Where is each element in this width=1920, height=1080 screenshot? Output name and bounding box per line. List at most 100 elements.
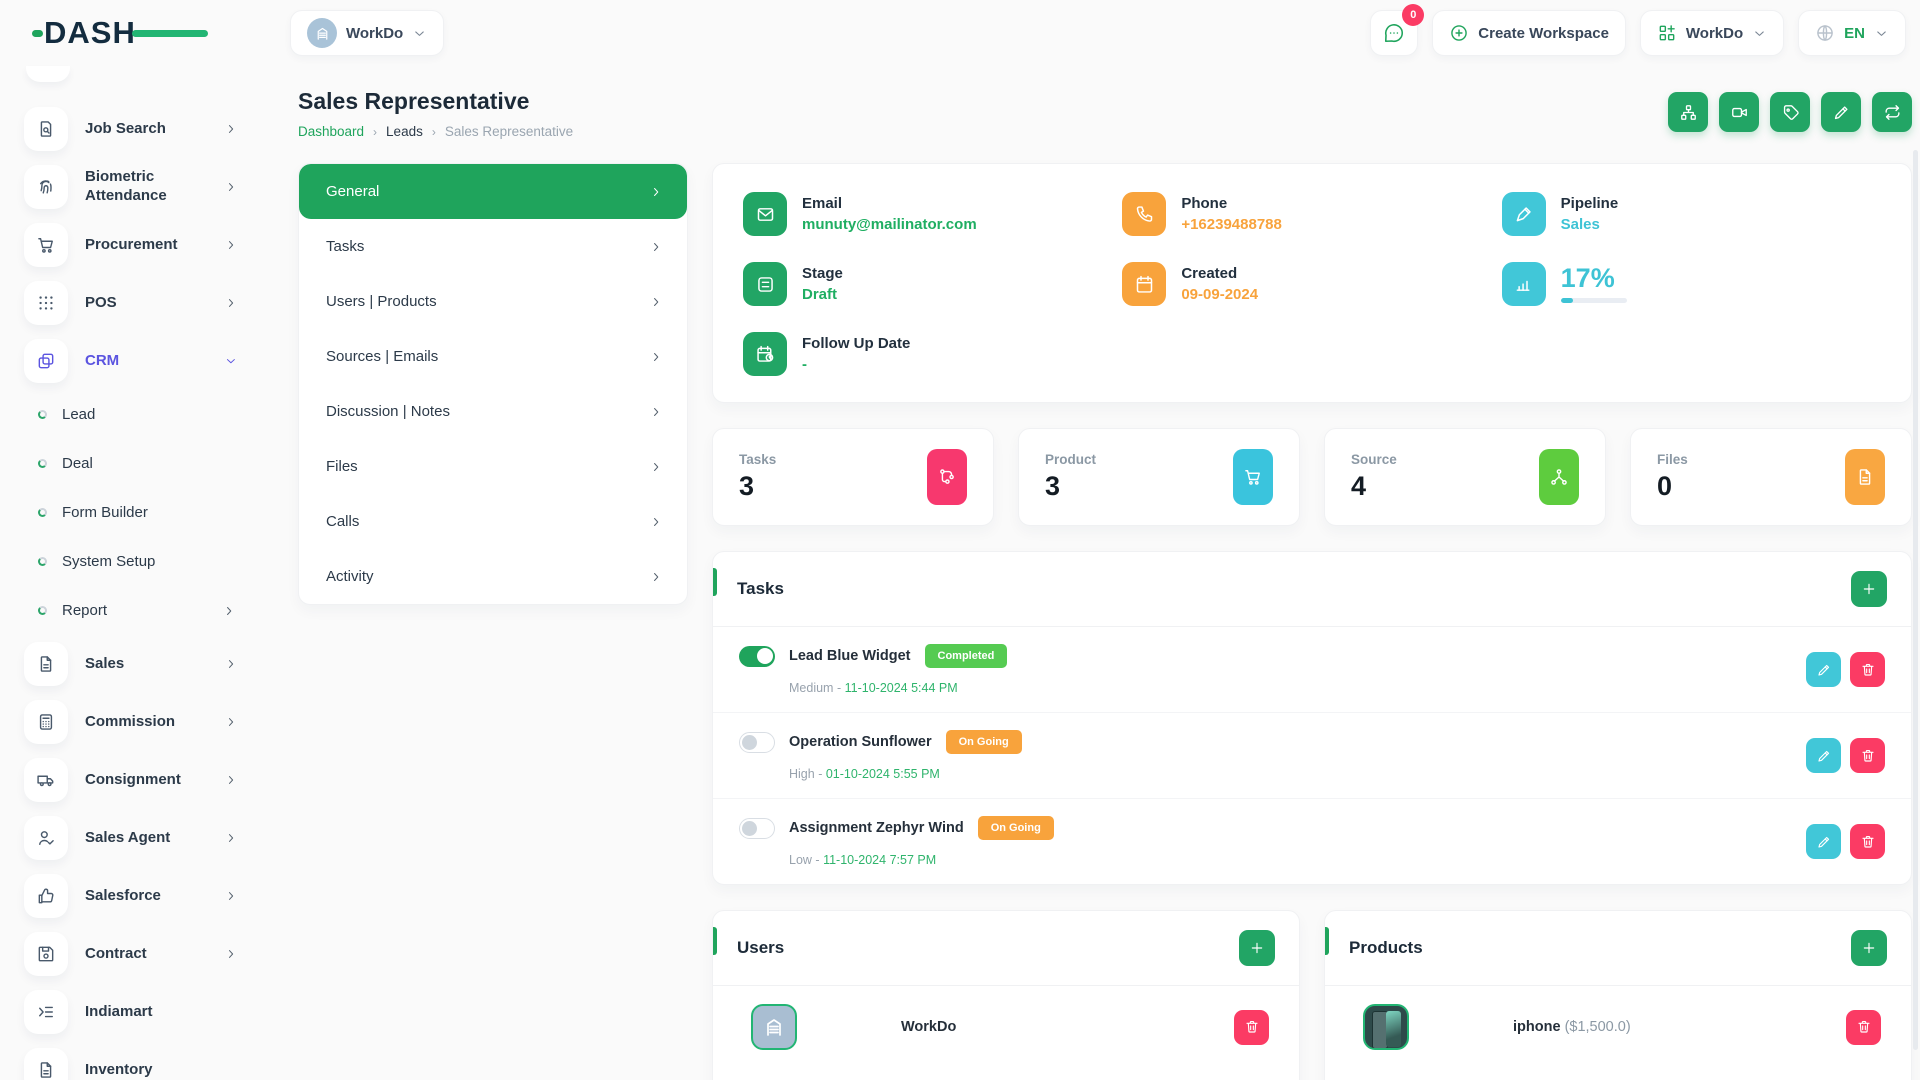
chevron-right-icon (649, 460, 663, 474)
tab-tasks[interactable]: Tasks (299, 219, 687, 274)
task-complete-toggle[interactable] (739, 817, 775, 839)
sidebar-item-biometric-attendance[interactable]: Biometric Attendance (24, 158, 266, 216)
breadcrumb-dashboard[interactable]: Dashboard (298, 124, 365, 139)
trash-icon (1856, 1019, 1872, 1035)
bullet-icon (38, 557, 47, 566)
windows-icon (24, 339, 68, 383)
edit-lead-button[interactable] (1821, 92, 1861, 132)
field-followup: Follow Up Date - (743, 332, 1122, 376)
chevron-right-icon (224, 889, 238, 903)
sidebar-item-consignment[interactable]: Consignment (24, 751, 266, 809)
tab-users-products[interactable]: Users | Products (299, 274, 687, 329)
file-text-icon (24, 642, 68, 686)
delete-task-button[interactable] (1850, 738, 1885, 773)
tab-calls[interactable]: Calls (299, 494, 687, 549)
workspace-selector[interactable]: WorkDo (290, 10, 445, 56)
language-selector[interactable]: EN (1798, 10, 1906, 56)
file-text-icon (24, 1048, 68, 1080)
meeting-button[interactable] (1719, 92, 1759, 132)
task-complete-toggle[interactable] (739, 645, 775, 667)
chevron-down-icon (224, 354, 238, 368)
scrollbar[interactable] (1913, 150, 1918, 1050)
sidebar-item-sales-agent[interactable]: Sales Agent (24, 809, 266, 867)
sidebar-item-crm[interactable]: CRM (24, 332, 266, 390)
sidebar-item-indiamart[interactable]: Indiamart (24, 983, 266, 1041)
field-pipeline: Pipeline Sales (1501, 192, 1881, 236)
progress-value: 17% (1560, 263, 1615, 293)
edit-task-button[interactable] (1806, 738, 1841, 773)
brand-logo[interactable]: DASH (32, 15, 208, 51)
lead-overview-card: Email munuty@mailinator.com Phone +16239… (712, 163, 1912, 403)
section-accent (713, 568, 717, 596)
sidebar-subitem-deal[interactable]: Deal (24, 439, 266, 488)
delete-task-button[interactable] (1850, 824, 1885, 859)
add-product-button[interactable] (1851, 930, 1887, 966)
add-task-button[interactable] (1851, 571, 1887, 607)
edit-task-button[interactable] (1806, 824, 1841, 859)
delete-task-button[interactable] (1850, 652, 1885, 687)
products-section-title: Products (1349, 938, 1423, 957)
chevron-down-icon (1874, 26, 1889, 41)
sidebar-subitem-system-setup[interactable]: System Setup (24, 537, 266, 586)
convert-button[interactable] (1872, 92, 1912, 132)
breadcrumb-leads[interactable]: Leads (386, 124, 423, 139)
delete-product-button[interactable] (1846, 1009, 1881, 1045)
field-created: Created 09-09-2024 (1122, 262, 1501, 306)
chart-icon (1501, 262, 1546, 306)
user-row: WorkDo (713, 986, 1299, 1068)
chevron-right-icon (649, 240, 663, 254)
tab-files[interactable]: Files (299, 439, 687, 494)
users-section-title: Users (737, 938, 785, 957)
language-label: EN (1844, 24, 1865, 42)
tab-activity[interactable]: Activity (299, 549, 687, 604)
chevron-right-icon (649, 405, 663, 419)
bullet-icon (38, 508, 47, 517)
sidebar-item-salesforce[interactable]: Salesforce (24, 867, 266, 925)
sidebar-item-job-search[interactable]: Job Search (24, 100, 266, 158)
mail-icon (743, 192, 787, 236)
task-complete-toggle[interactable] (739, 731, 775, 753)
trash-icon (1860, 662, 1876, 678)
tag-button[interactable] (1770, 92, 1810, 132)
sidebar-item-inventory[interactable]: Inventory (24, 1041, 266, 1080)
user-check-icon (24, 816, 68, 860)
plus-icon (1861, 581, 1877, 597)
workspace-name: WorkDo (346, 24, 404, 42)
labels-button[interactable] (1668, 92, 1708, 132)
trash-icon (1860, 834, 1876, 850)
user-name: WorkDo (901, 1019, 957, 1035)
pipeline-value: Sales (1560, 216, 1600, 233)
delete-user-button[interactable] (1234, 1009, 1269, 1045)
calendar-icon (1122, 262, 1167, 306)
sidebar-subitem-report[interactable]: Report (24, 586, 266, 635)
section-accent (1325, 927, 1329, 955)
sidebar-item-pos[interactable]: POS (24, 274, 266, 332)
create-workspace-button[interactable]: Create Workspace (1432, 10, 1626, 56)
sidebar-item-procurement[interactable]: Procurement (24, 216, 266, 274)
sidebar-item-sales[interactable]: Sales (24, 635, 266, 693)
breadcrumb-separator: › (431, 124, 436, 139)
breadcrumb-separator: › (373, 124, 378, 139)
sidebar-item-commission[interactable]: Commission (24, 693, 266, 751)
created-value: 09-09-2024 (1181, 286, 1259, 303)
grid-dots-icon (24, 281, 68, 325)
tab-general[interactable]: General (299, 164, 687, 219)
sidebar-subitem-lead[interactable]: Lead (24, 390, 266, 439)
edit-task-button[interactable] (1806, 652, 1841, 687)
tab-sources-emails[interactable]: Sources | Emails (299, 329, 687, 384)
chevron-down-icon (1752, 26, 1767, 41)
thumbs-up-icon (24, 874, 68, 918)
tab-discussion-notes[interactable]: Discussion | Notes (299, 384, 687, 439)
product-row: iphone ($1,500.0) (1325, 986, 1911, 1068)
sidebar-subitem-form-builder[interactable]: Form Builder (24, 488, 266, 537)
product-image (1363, 1004, 1409, 1050)
user-avatar (751, 1004, 797, 1050)
app-switcher[interactable]: WorkDo (1639, 10, 1785, 56)
messages-button[interactable]: 0 (1370, 4, 1425, 56)
repeat-icon (1883, 103, 1902, 122)
add-user-button[interactable] (1239, 930, 1275, 966)
chevron-right-icon (224, 657, 238, 671)
create-workspace-label: Create Workspace (1478, 24, 1609, 42)
sidebar-item-contract[interactable]: Contract (24, 925, 266, 983)
